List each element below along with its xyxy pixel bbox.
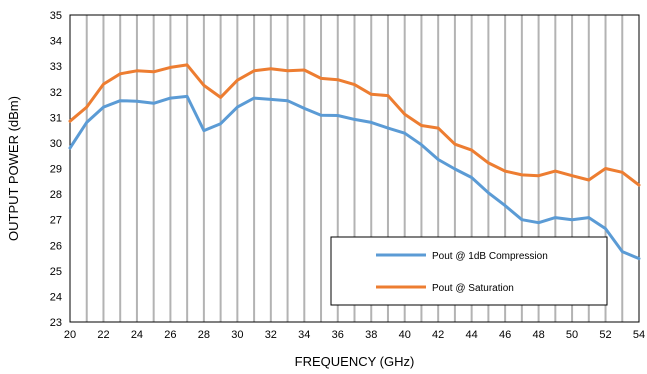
plot-frame (69, 14, 640, 323)
x-tick-label-22: 22 (97, 329, 109, 341)
x-tick-label-50: 50 (566, 329, 578, 341)
y-tick-label-35: 35 (50, 10, 62, 22)
series-line-1 (68, 94, 641, 261)
x-tick-label-28: 28 (198, 329, 210, 341)
x-tick-label-26: 26 (164, 329, 176, 341)
x-tick-label-44: 44 (466, 329, 478, 341)
y-tick-label-23: 23 (50, 317, 62, 329)
x-tick-label-24: 24 (131, 329, 143, 341)
legend: Pout @ 1dB Compression Pout @ Saturation (330, 236, 608, 306)
y-tick-label-31: 31 (50, 112, 62, 124)
y-axis-title: OUTPUT POWER (dBm) (6, 96, 21, 241)
y-tick-label-25: 25 (50, 266, 62, 278)
y-tick-label-34: 34 (50, 36, 62, 48)
x-tick-label-40: 40 (399, 329, 411, 341)
series-lines (68, 63, 641, 261)
y-tick-label-27: 27 (50, 215, 62, 227)
y-tick-label-28: 28 (50, 189, 62, 201)
legend-label-2: Pout @ Saturation (432, 283, 514, 294)
x-axis-title: FREQUENCY (GHz) (295, 354, 415, 369)
x-tick-label-34: 34 (298, 329, 310, 341)
y-tick-label-32: 32 (50, 87, 62, 99)
x-tick-label-52: 52 (599, 329, 611, 341)
y-tick-label-30: 30 (50, 138, 62, 150)
x-tick-label-48: 48 (532, 329, 544, 341)
y-tick-label-26: 26 (50, 240, 62, 252)
x-tick-label-38: 38 (365, 329, 377, 341)
axis-ticks: 20 22 24 26 28 30 32 34 36 38 40 42 44 46 48 50 52 54 23 24… (50, 10, 645, 341)
legend-box (330, 236, 608, 306)
x-tick-label-36: 36 (332, 329, 344, 341)
x-tick-label-54: 54 (633, 329, 645, 341)
series-line-2 (68, 63, 641, 187)
y-tick-label-29: 29 (50, 164, 62, 176)
legend-label-1: Pout @ 1dB Compression (432, 251, 548, 262)
x-tick-label-32: 32 (265, 329, 277, 341)
x-tick-label-46: 46 (499, 329, 511, 341)
x-tick-label-42: 42 (432, 329, 444, 341)
y-tick-label-24: 24 (50, 291, 62, 303)
y-tick-label-33: 33 (50, 61, 62, 73)
x-tick-label-20: 20 (64, 329, 76, 341)
x-tick-label-30: 30 (231, 329, 243, 341)
